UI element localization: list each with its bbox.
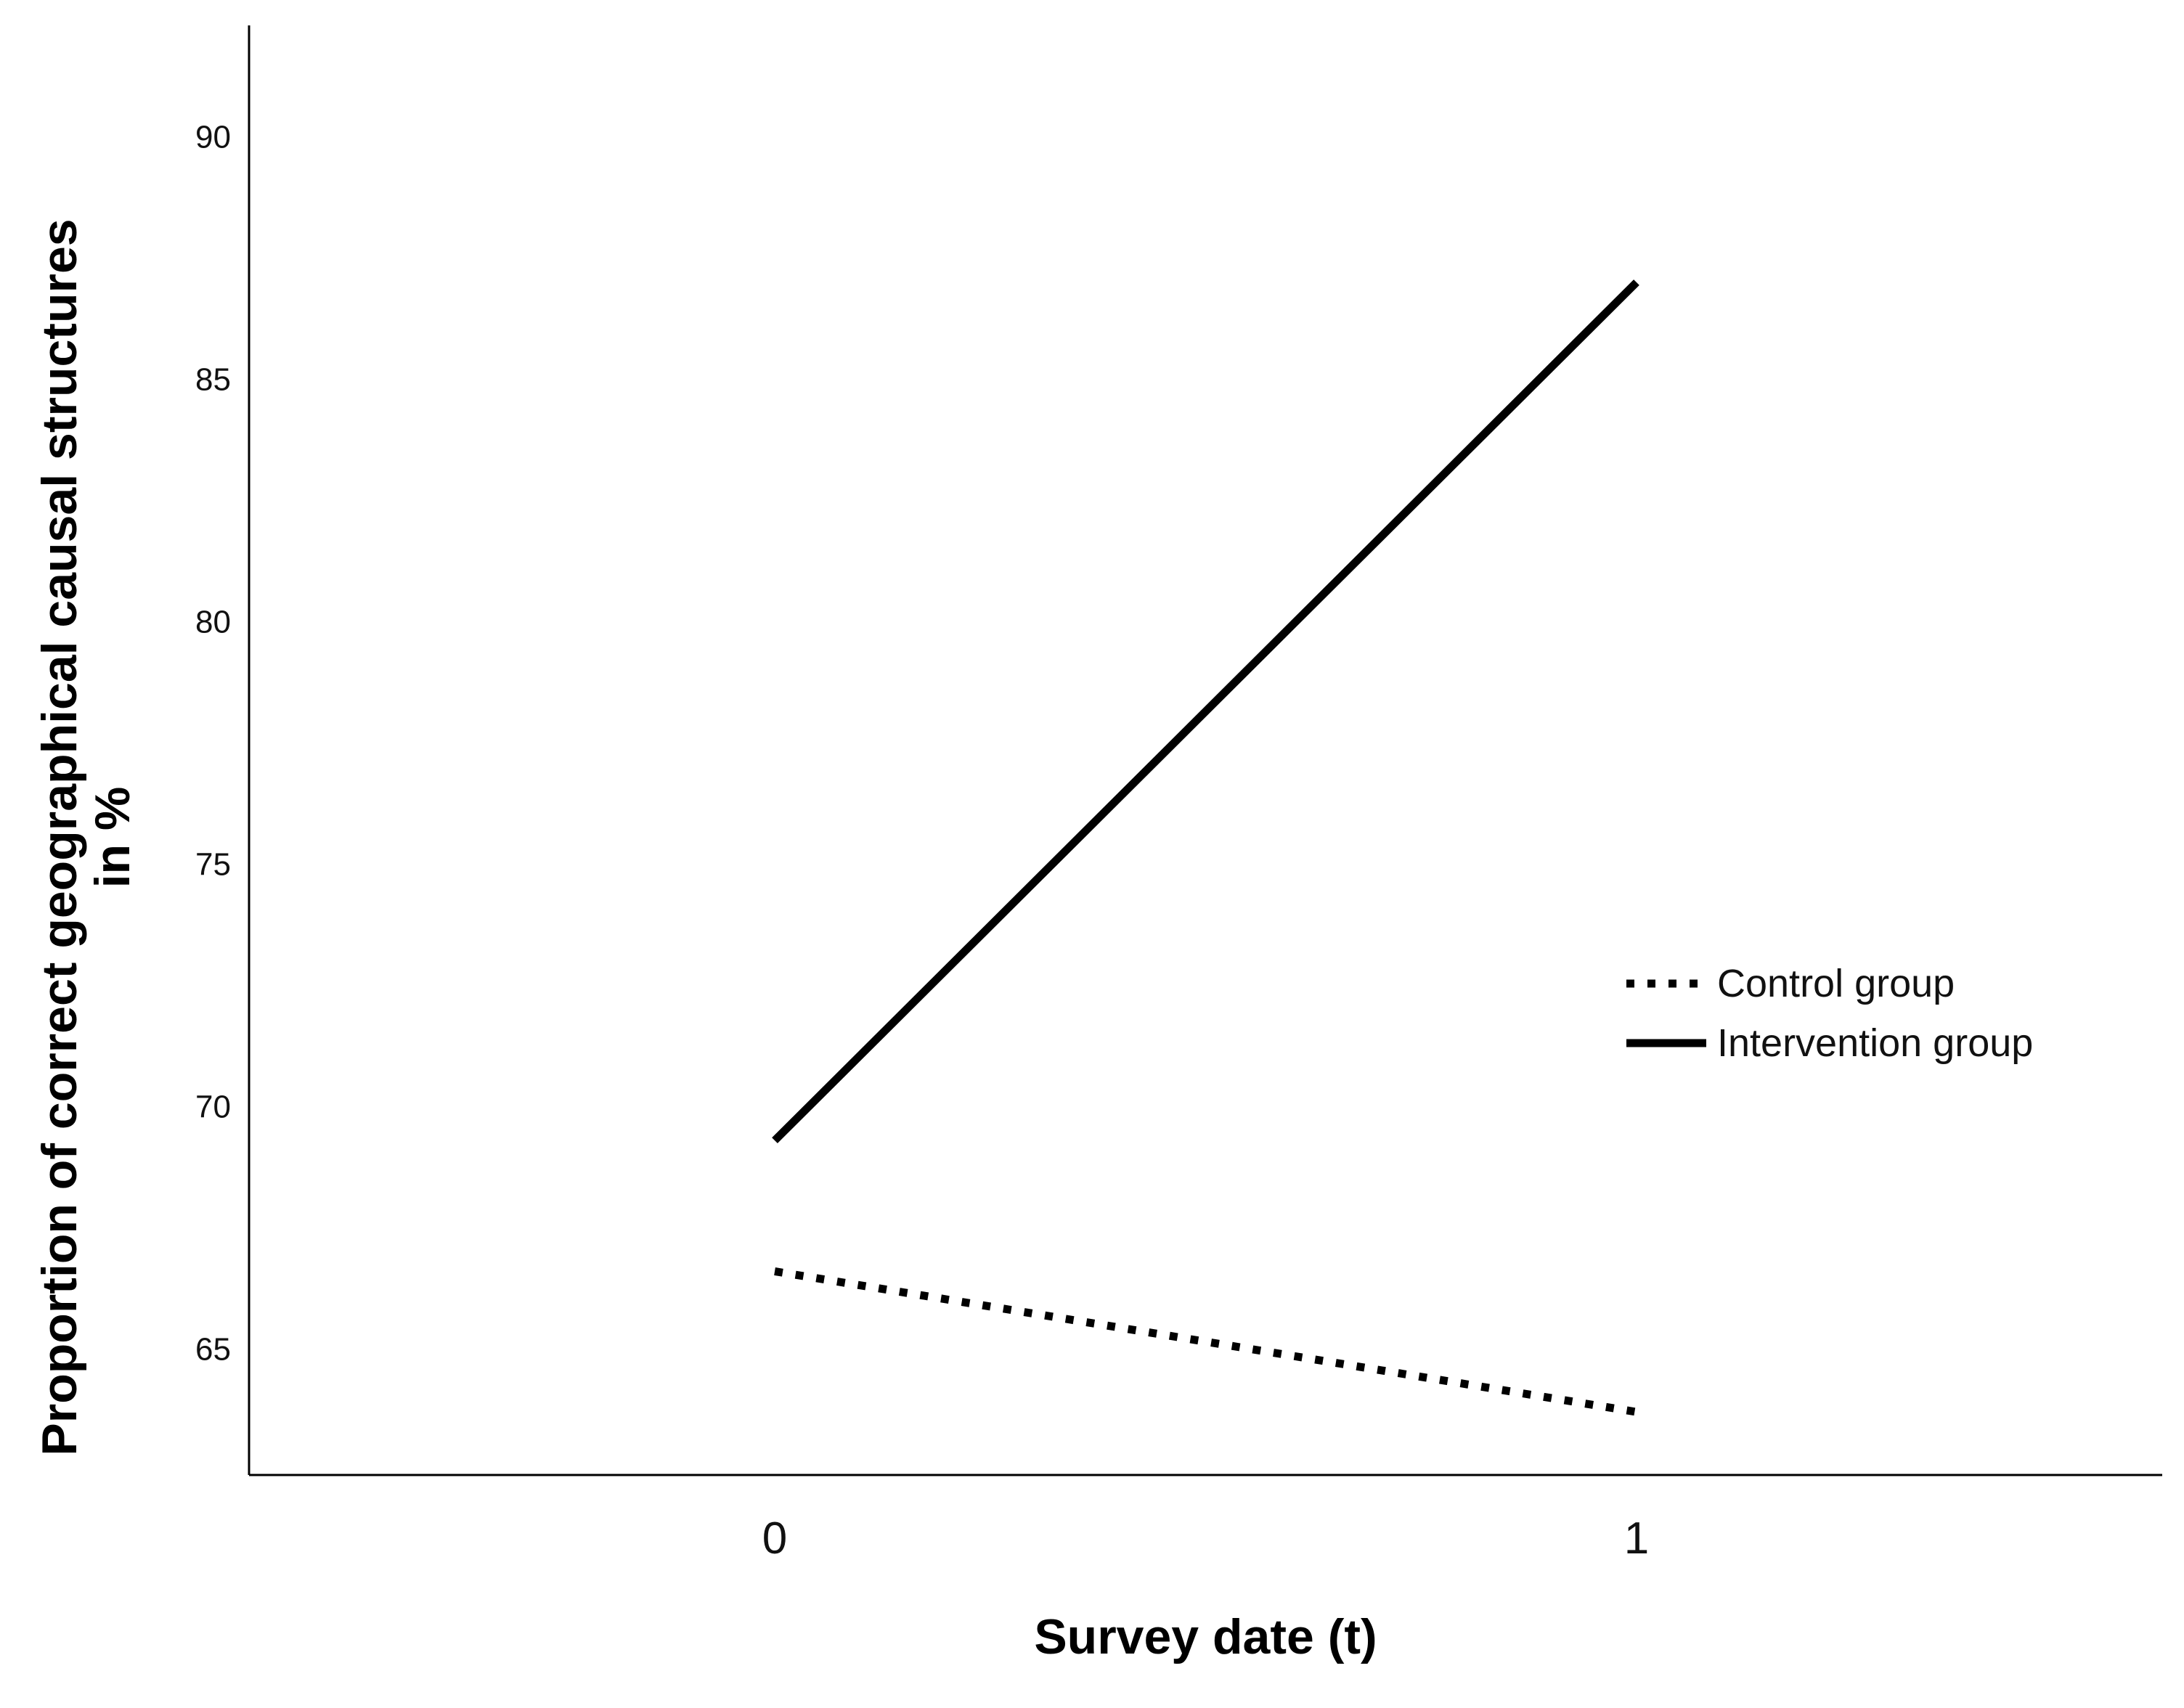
x-axis-title: Survey date (t) <box>1034 1609 1377 1664</box>
y-tick-label: 80 <box>195 605 231 640</box>
y-tick-labels: 65 70 75 80 85 90 <box>195 120 231 1368</box>
legend-label-intervention-group: Intervention group <box>1717 1021 2033 1065</box>
y-axis-title-line-2: in % <box>85 787 140 888</box>
y-axis-title-line-1: Proportion of correct geographical causa… <box>32 218 87 1455</box>
y-tick-label: 75 <box>195 846 231 882</box>
intervention-group-line <box>772 279 1639 1144</box>
series-lines <box>772 279 1639 1416</box>
y-tick-label: 85 <box>195 362 231 398</box>
legend: Control group Intervention group <box>1626 962 2033 1065</box>
axes <box>248 25 2162 1476</box>
x-tick-label: 0 <box>762 1513 787 1564</box>
x-tick-label: 1 <box>1624 1513 1649 1564</box>
y-tick-label: 90 <box>195 120 231 155</box>
control-group-line <box>774 1267 1637 1416</box>
y-axis-title: Proportion of correct geographical causa… <box>32 218 140 1455</box>
legend-label-control-group: Control group <box>1717 962 1955 1005</box>
y-tick-label: 65 <box>195 1331 231 1367</box>
y-tick-label: 70 <box>195 1089 231 1124</box>
